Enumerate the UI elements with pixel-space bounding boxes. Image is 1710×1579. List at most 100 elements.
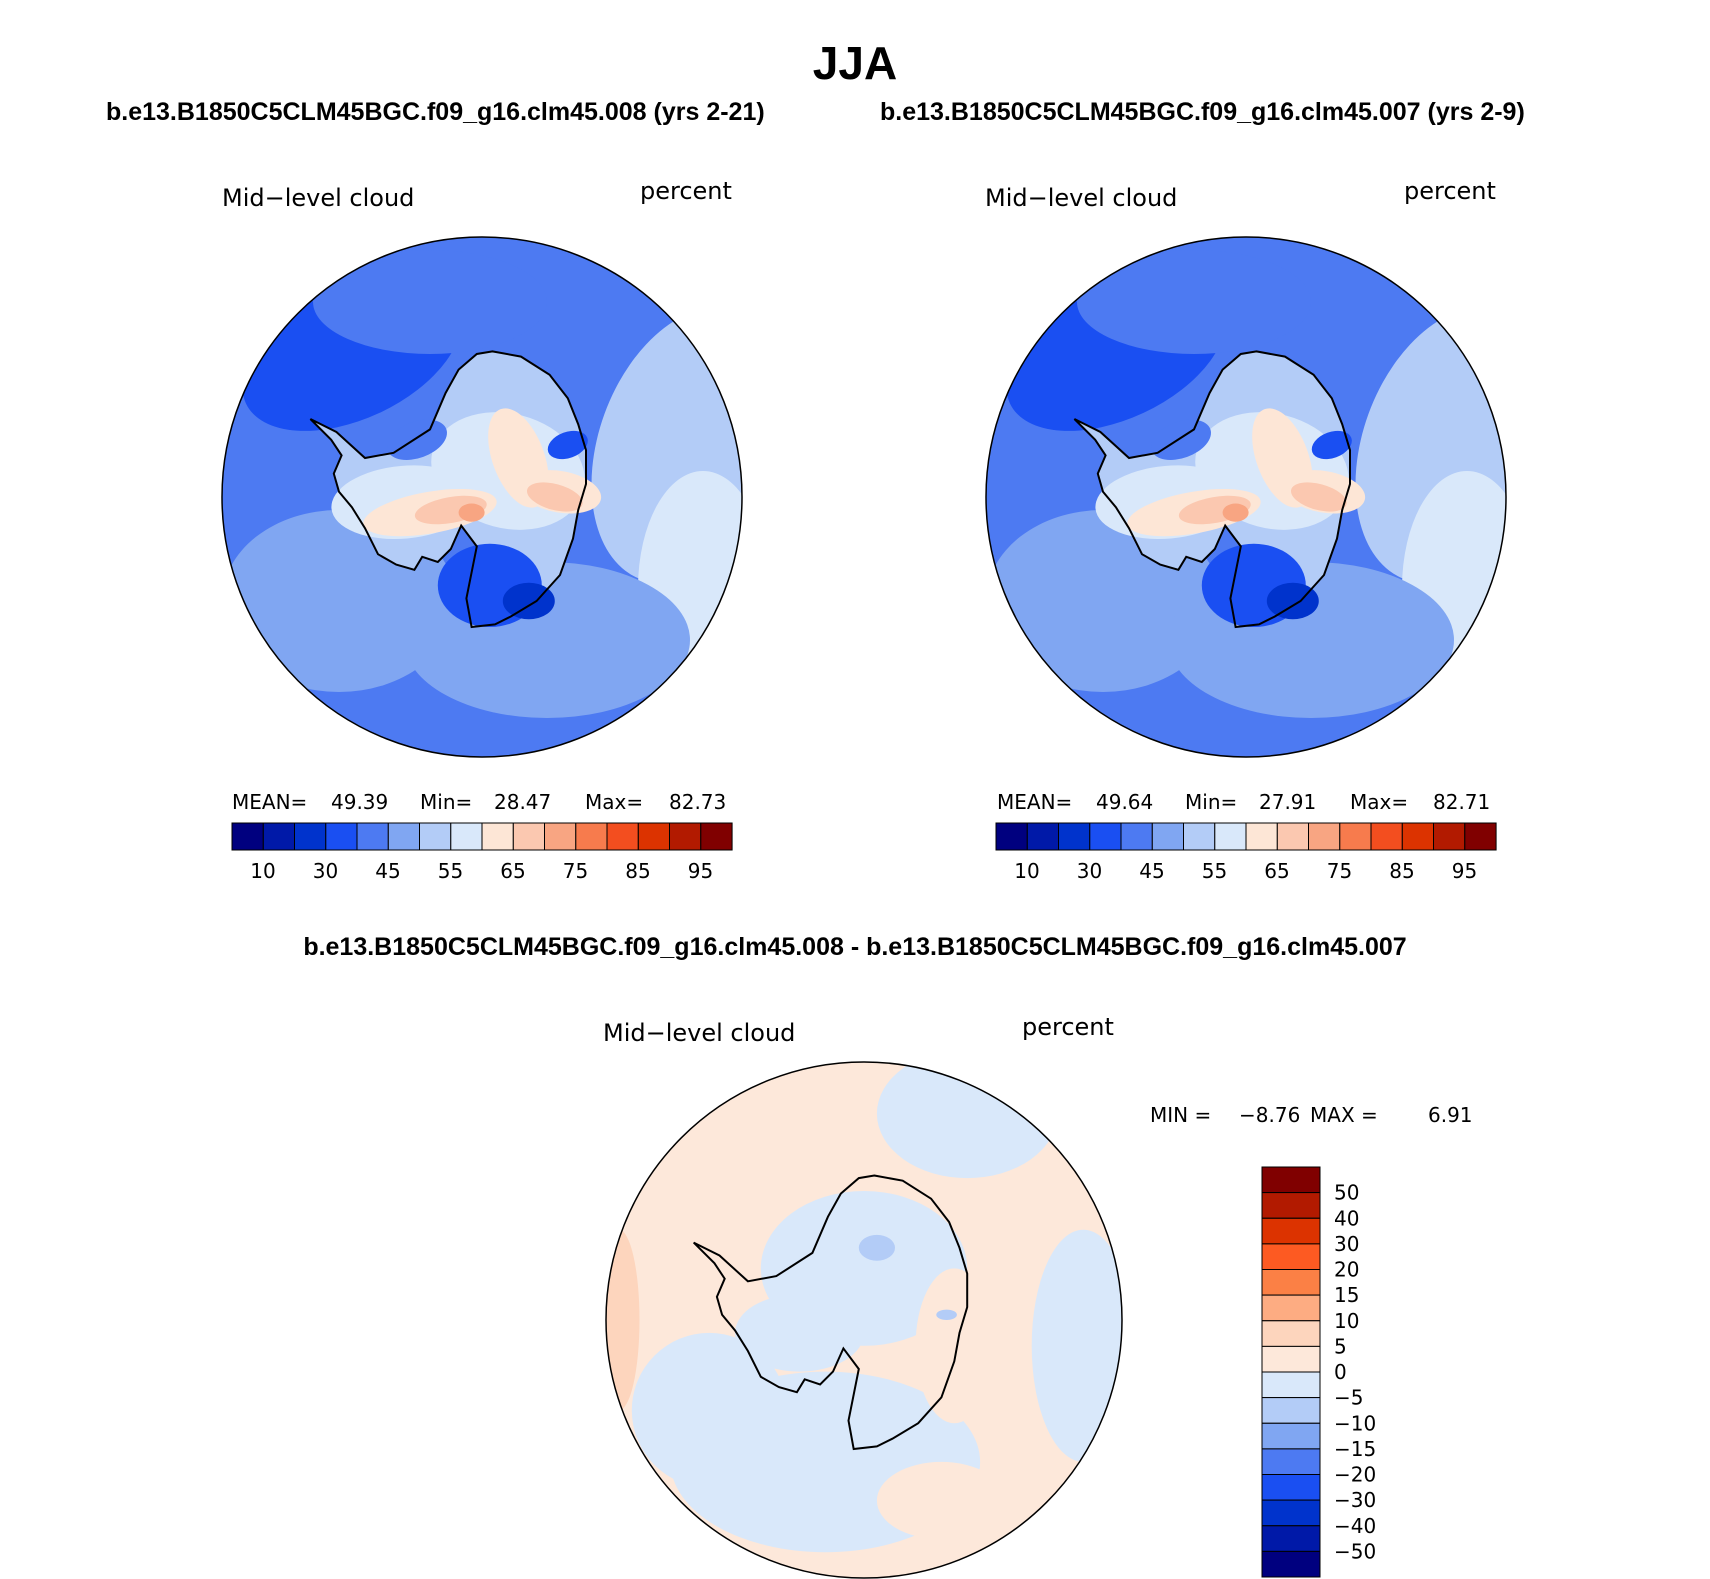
panel1-units: percent: [640, 177, 732, 205]
map-3-coastline: [692, 1174, 969, 1451]
map-2-region-warm: [1252, 408, 1313, 508]
colorbar-3-tick-label: −40: [1334, 1514, 1376, 1538]
colorbar-1-box: [512, 822, 546, 851]
colorbar-2-tick-label: 85: [1389, 859, 1414, 883]
colorbar-2-box: [1183, 822, 1216, 851]
diff-title: b.e13.B1850C5CLM45BGC.f09_g16.clm45.008 …: [303, 933, 1407, 961]
diff-variable: Mid−level cloud: [603, 1019, 796, 1047]
colorbar-1-box: [294, 822, 327, 851]
map-1-region: [313, 250, 547, 354]
colorbar-3-tick-label: −50: [1334, 1539, 1376, 1563]
colorbar-1-box: [231, 822, 264, 851]
map-2-region-warm: [1290, 482, 1347, 512]
colorbar-2-box: [1433, 822, 1466, 851]
panel1-max-label: Max=: [585, 790, 644, 814]
map-3-region-neg: [631, 1332, 787, 1488]
colorbar-1-box: [637, 822, 671, 851]
colorbar-2-box: [1089, 822, 1122, 851]
colorbar-2-box: [1276, 822, 1310, 851]
colorbar-3-box: [1261, 1397, 1321, 1424]
panel2-max: 82.71: [1433, 790, 1491, 814]
map-1-coastline: [309, 350, 587, 629]
colorbar-3-box: [1261, 1345, 1321, 1373]
colorbar-1-box: [262, 822, 296, 851]
panel2-mean-label: MEAN=: [997, 790, 1073, 814]
map-2-region-darkest: [1266, 582, 1319, 620]
colorbar-1-box: [669, 822, 702, 851]
map-3-region-neg-strong: [936, 1309, 957, 1321]
panel2-mean: 49.64: [1096, 790, 1154, 814]
colorbar-3-tick-label: 20: [1334, 1258, 1359, 1282]
map-1-field: [222, 237, 742, 757]
colorbar-3-box: [1261, 1166, 1321, 1194]
colorbar-2-box: [1026, 822, 1060, 851]
map-2-region: [1077, 250, 1311, 354]
colorbar-3-tick-label: 30: [1334, 1232, 1359, 1256]
map-2-coastline: [1073, 350, 1351, 629]
map-3-region-pos: [876, 1461, 1006, 1540]
colorbar-2-tick-label: 45: [1139, 859, 1164, 883]
colorbar-3-tick-label: 50: [1334, 1181, 1359, 1205]
colorbar-3-box: [1261, 1525, 1321, 1552]
colorbar-1-tick-label: 30: [313, 859, 338, 883]
map-2-region-dark: [1311, 430, 1352, 460]
colorbar-2-tick-label: 10: [1014, 859, 1039, 883]
colorbar-1-tick-label: 10: [250, 859, 275, 883]
panel2-min: 27.91: [1259, 790, 1317, 814]
colorbar-2-box: [1401, 822, 1435, 851]
colorbar-1-tick-label: 55: [438, 859, 463, 883]
colorbar-2-box: [1245, 822, 1278, 851]
map-1-region-dark: [547, 430, 588, 460]
colorbar-2-tick-label: 95: [1452, 859, 1477, 883]
colorbar-3-box: [1261, 1243, 1321, 1271]
colorbar-2-box: [1120, 822, 1153, 851]
case1-title: b.e13.B1850C5CLM45BGC.f09_g16.clm45.008 …: [106, 98, 765, 126]
panel1-variable: Mid−level cloud: [222, 184, 415, 212]
colorbar-3-tick-label: −5: [1334, 1386, 1363, 1410]
colorbar-3-tick-label: −30: [1334, 1488, 1376, 1512]
map-3-border: [605, 1061, 1123, 1579]
colorbar-3-box: [1261, 1474, 1321, 1501]
colorbar-1-box: [544, 822, 577, 851]
map-3-region-neg: [876, 1062, 1058, 1179]
map-3-region-neg-strong: [858, 1234, 896, 1261]
colorbar-1-tick-label: 45: [375, 859, 400, 883]
diff-units: percent: [1022, 1013, 1114, 1041]
colorbar-1-box: [450, 822, 483, 851]
diff-min-label: MIN =: [1150, 1103, 1212, 1127]
panel2-max-label: Max=: [1350, 790, 1409, 814]
diff-max-label: MAX =: [1310, 1103, 1378, 1127]
colorbar-1-tick-label: 75: [563, 859, 588, 883]
colorbar-3-tick-label: 5: [1334, 1334, 1347, 1358]
map-1-region-max: [458, 503, 485, 522]
map-3-field: [606, 1062, 1122, 1578]
colorbar-3-tick-label: −15: [1334, 1437, 1376, 1461]
colorbar-3-box: [1261, 1294, 1321, 1322]
map-1-border: [221, 236, 743, 758]
colorbar-3-tick-label: −10: [1334, 1411, 1376, 1435]
colorbar-2-box: [1308, 822, 1341, 851]
map-2-field: [986, 237, 1506, 757]
colorbar-1-box: [387, 822, 421, 851]
map-2-border: [985, 236, 1507, 758]
colorbar-1-box: [575, 822, 608, 851]
panel1-min: 28.47: [494, 790, 552, 814]
colorbar-3-box: [1261, 1217, 1321, 1245]
colorbar-3-box: [1261, 1550, 1321, 1578]
colorbar-2-tick-label: 30: [1077, 859, 1102, 883]
map-3-region-pos: [915, 1268, 993, 1424]
map-1-region-warm: [526, 482, 583, 512]
colorbar-2-tick-label: 75: [1327, 859, 1352, 883]
colorbar-3-tick-label: 10: [1334, 1309, 1359, 1333]
colorbar-3-tick-label: 40: [1334, 1206, 1359, 1230]
colorbar-1-tick-label: 65: [500, 859, 525, 883]
colorbar-3-box: [1261, 1448, 1321, 1476]
panel2-min-label: Min=: [1185, 790, 1238, 814]
colorbar-2-box: [1058, 822, 1091, 851]
colorbar-3-box: [1261, 1320, 1321, 1347]
panel1-min-label: Min=: [420, 790, 473, 814]
colorbar-3-box: [1261, 1192, 1321, 1219]
map-3-region-neg: [735, 1294, 864, 1372]
colorbar-1-box: [419, 822, 452, 851]
